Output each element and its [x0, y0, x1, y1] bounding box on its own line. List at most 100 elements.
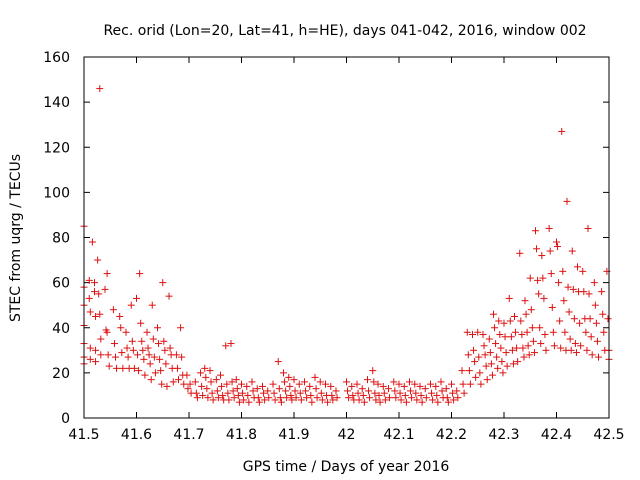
- data-point: [173, 364, 181, 372]
- data-point: [494, 364, 502, 372]
- data-point: [265, 394, 273, 402]
- data-point: [235, 398, 243, 406]
- data-point: [422, 394, 430, 402]
- data-point: [344, 387, 352, 395]
- data-point: [539, 274, 547, 282]
- data-point: [482, 362, 490, 370]
- data-point: [233, 385, 241, 393]
- data-point: [199, 391, 207, 399]
- data-point: [524, 342, 532, 350]
- data-points: [80, 85, 613, 406]
- data-point: [566, 335, 574, 343]
- data-point: [166, 344, 174, 352]
- data-point: [526, 274, 534, 282]
- data-point: [92, 312, 100, 320]
- data-point: [527, 306, 535, 314]
- data-point: [254, 394, 262, 402]
- data-point: [296, 389, 304, 397]
- data-point: [281, 378, 289, 386]
- data-point: [400, 382, 408, 390]
- data-point: [313, 394, 321, 402]
- data-point: [169, 378, 177, 386]
- data-point: [587, 333, 595, 341]
- data-point: [585, 290, 593, 298]
- data-point: [533, 245, 541, 253]
- data-point: [500, 319, 508, 327]
- data-point: [317, 389, 325, 397]
- data-point: [466, 380, 474, 388]
- data-point: [308, 398, 316, 406]
- data-point: [303, 394, 311, 402]
- data-point: [154, 324, 161, 332]
- data-point: [140, 355, 148, 363]
- data-point: [520, 353, 528, 361]
- data-point: [232, 376, 240, 384]
- data-point: [240, 396, 248, 404]
- data-point: [453, 387, 461, 395]
- data-point: [479, 331, 487, 339]
- data-point: [249, 387, 257, 395]
- y-tick-label: 100: [43, 185, 70, 201]
- data-point: [269, 380, 277, 388]
- data-point: [579, 267, 587, 275]
- data-point: [128, 337, 136, 345]
- data-point: [385, 385, 392, 393]
- data-point: [117, 324, 125, 332]
- data-point: [376, 398, 384, 406]
- data-point: [101, 285, 109, 293]
- data-point: [491, 324, 499, 332]
- data-point: [353, 380, 361, 388]
- data-point: [541, 331, 549, 339]
- data-point: [109, 306, 117, 314]
- data-point: [245, 398, 253, 406]
- data-point: [212, 376, 220, 384]
- data-point: [501, 333, 509, 341]
- data-point: [460, 389, 468, 397]
- data-point: [600, 328, 608, 336]
- data-point: [138, 337, 146, 345]
- data-point: [224, 389, 232, 397]
- data-point: [135, 367, 143, 375]
- data-point: [95, 290, 103, 298]
- data-point: [295, 380, 303, 388]
- data-point: [569, 285, 577, 293]
- data-point: [213, 387, 221, 395]
- data-point: [521, 297, 529, 305]
- data-point: [408, 394, 416, 402]
- data-point: [391, 387, 399, 395]
- data-point: [532, 227, 539, 235]
- data-point: [177, 324, 185, 332]
- data-point: [230, 394, 238, 402]
- data-point: [270, 389, 278, 397]
- data-point: [149, 335, 157, 343]
- data-point: [529, 337, 537, 345]
- data-point: [218, 382, 226, 390]
- data-point: [151, 369, 159, 377]
- data-point: [85, 276, 93, 284]
- data-point: [472, 373, 480, 381]
- data-point: [525, 351, 533, 359]
- data-point: [301, 378, 308, 386]
- data-point: [584, 224, 592, 232]
- data-point: [291, 387, 299, 395]
- data-point: [499, 369, 507, 377]
- data-point: [123, 344, 131, 352]
- data-point: [282, 387, 290, 395]
- data-point: [228, 378, 236, 386]
- data-point: [379, 382, 387, 390]
- data-point: [290, 376, 298, 384]
- data-point: [122, 328, 130, 336]
- data-point: [558, 127, 566, 135]
- data-point: [464, 351, 472, 359]
- data-point: [560, 297, 568, 305]
- data-point: [518, 331, 526, 339]
- data-point: [591, 301, 599, 309]
- data-point: [163, 382, 171, 390]
- data-point: [386, 394, 394, 402]
- data-point: [517, 317, 525, 325]
- data-point: [570, 315, 578, 323]
- data-point: [371, 389, 379, 397]
- data-point: [329, 396, 337, 404]
- data-point: [343, 378, 350, 386]
- data-point: [223, 380, 231, 388]
